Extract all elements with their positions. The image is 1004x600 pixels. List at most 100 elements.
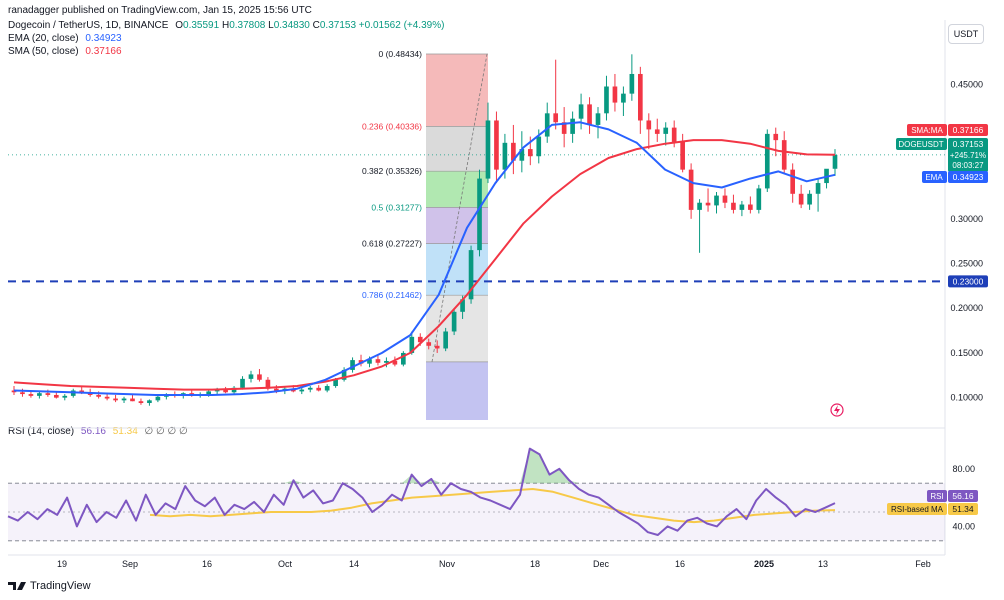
candle-body [248, 374, 254, 379]
candle-body [604, 86, 609, 114]
tradingview-brand[interactable]: TradingView [8, 580, 91, 592]
sma-legend[interactable]: SMA (50, close) 0.37166 [8, 46, 122, 57]
fib-zone [426, 54, 488, 127]
candle-body [206, 391, 211, 395]
candle-body [485, 120, 491, 179]
candle-body [832, 154, 838, 169]
close-label: C [312, 20, 320, 31]
candle-body [494, 120, 499, 170]
candle-body [739, 204, 745, 210]
symbol-name[interactable]: Dogecoin / TetherUS, 1D, BINANCE [8, 20, 169, 31]
event-flash-icon [830, 403, 844, 417]
candle-body [544, 113, 550, 137]
rsi-overbought-fill [283, 448, 580, 484]
ema-axis-tag-name: EMA [925, 173, 943, 182]
candle-body [519, 149, 525, 161]
price-tick-label: 0.10000 [950, 393, 983, 403]
candle-body [62, 395, 68, 398]
open-value: 0.35591 [183, 20, 220, 31]
level-axis-tag [948, 275, 988, 288]
time-tick-label: Dec [593, 559, 610, 569]
candle-body [680, 141, 685, 170]
candle-body [621, 93, 626, 103]
candle-body [790, 169, 796, 194]
fib-level-label: 0.5 (0.31277) [371, 202, 422, 212]
time-tick-label: 14 [349, 559, 359, 569]
ema-axis-tag-value: 0.34923 [953, 172, 984, 182]
fib-level-label: 0.382 (0.35326) [362, 166, 422, 176]
ema-legend[interactable]: EMA (20, close) 0.34923 [8, 33, 122, 44]
candle-body [671, 127, 677, 142]
candle-body [155, 396, 161, 401]
ema20-line [13, 121, 836, 396]
candle-body [409, 336, 415, 353]
publisher-line: ranadagger published on TradingView.com,… [8, 5, 312, 16]
fib-zone [426, 126, 488, 172]
candle-body [20, 392, 25, 395]
candle-body [138, 401, 144, 404]
candle-body [392, 360, 398, 365]
time-tick-label: 2025 [754, 559, 774, 569]
sma-axis-tag-value: 0.37166 [953, 125, 984, 135]
candle-body [384, 360, 389, 363]
candle-body [629, 73, 635, 94]
time-tick-label: Sep [122, 559, 138, 569]
candle-body [426, 342, 432, 346]
sma-axis-tag [907, 124, 947, 136]
candle-body [223, 389, 228, 393]
candle-body [697, 202, 702, 210]
candle-body [756, 188, 762, 210]
rsi-line [7, 447, 836, 536]
candle-body [468, 250, 474, 300]
rsi-legend[interactable]: RSI (14, close) 56.16 51.34 ∅ ∅ ∅ ∅ [8, 426, 188, 437]
high-value: 0.37808 [229, 20, 266, 31]
candle-body [731, 202, 736, 210]
candle-body [705, 202, 711, 206]
symbol-axis-tag-countdown: 08:03:27 [952, 161, 984, 170]
candle-body [79, 390, 85, 393]
rsi-tick-label: 40.00 [952, 521, 975, 531]
sma50-line [13, 139, 836, 391]
candle-body [333, 379, 338, 387]
price-tick-label: 0.15000 [950, 348, 983, 358]
tradingview-logo-icon [8, 582, 26, 590]
sma-legend-value: 0.37166 [85, 46, 122, 57]
brand-name: TradingView [30, 580, 91, 592]
candle-body [37, 393, 42, 396]
symbol-axis-tag-name: DOGEUSDT [898, 140, 943, 149]
fib-trend-line [431, 54, 488, 362]
candle-body [375, 359, 381, 363]
change-value: +0.01562 (+4.39%) [358, 20, 445, 31]
candle-body [764, 133, 770, 189]
price-tick-label: 0.30000 [950, 214, 983, 224]
open-label: O [175, 20, 184, 31]
candle-body [612, 86, 618, 103]
low-label: L [268, 20, 274, 31]
ema-legend-label: EMA (20, close) [8, 33, 79, 44]
fib-zone [426, 361, 488, 420]
candle-body [654, 129, 660, 134]
candle-body [417, 336, 423, 343]
candle-body [570, 118, 575, 134]
candle-body [477, 178, 482, 251]
symbol-line: Dogecoin / TetherUS, 1D, BINANCE O0.3559… [8, 20, 444, 31]
candle-body [773, 133, 779, 141]
time-tick-label: Nov [439, 559, 456, 569]
candle-body [214, 389, 220, 392]
sma-axis-tag-name: SMA:MA [911, 126, 943, 135]
candle-body [714, 195, 719, 206]
candle-body [265, 379, 271, 389]
candle-body [798, 193, 804, 205]
rsi-ma-axis-tag-value: 51.34 [952, 504, 974, 514]
fib-level-label: 0.786 (0.21462) [362, 290, 422, 300]
high-label: H [221, 20, 230, 31]
rsi-legend-value: 56.16 [80, 426, 106, 437]
currency-button[interactable]: USDT [948, 24, 984, 44]
candle-body [316, 387, 322, 391]
level-axis-tag-value: 0.23000 [953, 276, 984, 286]
candle-body [536, 136, 542, 157]
candle-body [587, 104, 592, 125]
candle-body [45, 393, 51, 395]
rsi-axis-tag-value: 56.16 [952, 491, 974, 501]
